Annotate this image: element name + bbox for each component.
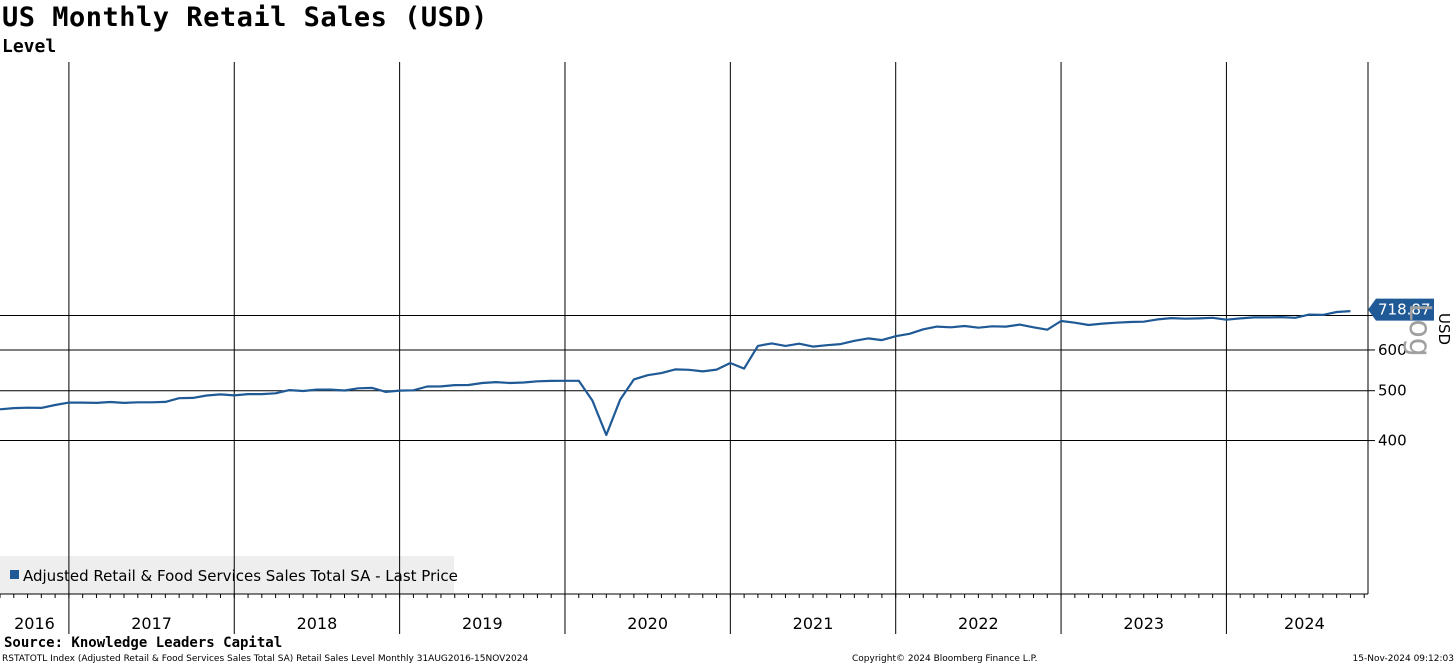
x-tick-label: 2020: [627, 614, 668, 633]
footer-copyright: Copyright© 2024 Bloomberg Finance L.P.: [852, 654, 1038, 664]
series-line: [0, 310, 1351, 437]
footer-description: RSTATOTL Index (Adjusted Retail & Food S…: [2, 654, 529, 664]
legend-label: Adjusted Retail & Food Services Sales To…: [23, 567, 458, 585]
last-value-label: 718.87: [1378, 301, 1431, 319]
x-tick-label: 2016: [14, 614, 55, 633]
legend-background: [0, 556, 454, 594]
x-tick-label: 2021: [793, 614, 834, 633]
footer-timestamp: 15-Nov-2024 09:12:03: [1352, 654, 1454, 664]
last-value-tag: [1368, 298, 1434, 321]
y-tick-label: 500: [1378, 382, 1407, 400]
chart-title: US Monthly Retail Sales (USD): [2, 2, 488, 33]
x-tick-label: 2019: [462, 614, 503, 633]
x-tick-label: 2017: [131, 614, 172, 633]
source-note: Source: Knowledge Leaders Capital: [4, 635, 283, 651]
legend-swatch: [10, 570, 19, 579]
scale-label: Log: [1402, 303, 1437, 357]
x-tick-label: 2022: [958, 614, 999, 633]
x-tick-label: 2018: [297, 614, 338, 633]
legend: Adjusted Retail & Food Services Sales To…: [10, 567, 458, 585]
y-tick-label: 600: [1378, 341, 1407, 359]
x-axis: 2016 2017 2018 2019 2020 2021 2022 2023 2024: [0, 593, 1368, 633]
y-axis: 400500600700: [1367, 62, 1407, 594]
series-group: [0, 310, 1351, 437]
y-tick-label: 400: [1378, 432, 1407, 450]
y-axis-label: USD: [1435, 313, 1453, 345]
last-value-marker: 718.87: [1368, 298, 1434, 321]
x-tick-label: 2024: [1284, 614, 1325, 633]
grid-lines: [0, 62, 1368, 634]
x-tick-label: 2023: [1123, 614, 1164, 633]
chart-subtitle: Level: [2, 36, 57, 57]
